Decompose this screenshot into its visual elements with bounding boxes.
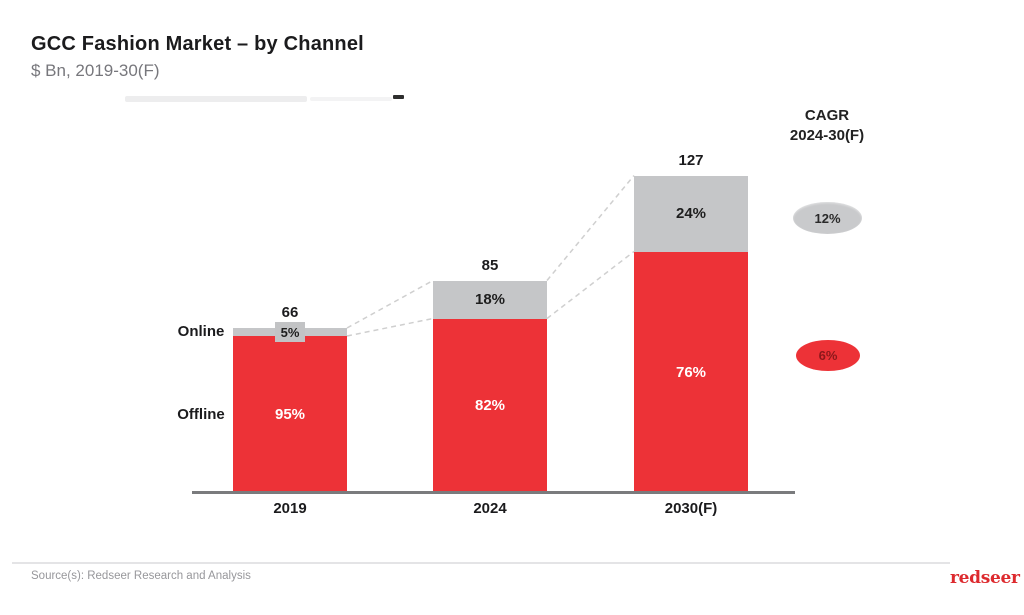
faded-artifact (125, 96, 307, 102)
bar-2030-f-online-share-label: 24% (675, 204, 707, 222)
bar-2019-total-label: 66 (281, 304, 299, 321)
bar-2024-total-label: 85 (481, 256, 499, 274)
bar-2019-online-share-label: 5% (275, 322, 305, 342)
x-axis-line (192, 491, 795, 494)
bar-2024-online-share-label: 18% (474, 290, 506, 308)
x-axis-label-2030-f: 2030(F) (664, 500, 718, 517)
page-subtitle: $ Bn, 2019-30(F) (31, 61, 160, 80)
bar-2030-f-offline-share-label: 76% (675, 363, 707, 381)
bar-2024-offline-share-label: 82% (474, 396, 506, 414)
redseer-logo: redseer (950, 568, 1020, 588)
x-axis-label-2019: 2019 (273, 500, 307, 517)
cagr-offline-bubble: 6% (796, 340, 860, 371)
bar-2030-f-total-label: 127 (678, 151, 704, 169)
dash-artifact (393, 95, 404, 99)
bar-2019-offline-segment (233, 336, 347, 493)
footer-divider (12, 562, 950, 564)
series-label-online: Online (177, 323, 225, 340)
source-note: Source(s): Redseer Research and Analysis (31, 570, 251, 582)
cagr-online-value: 12% (814, 210, 841, 226)
cagr-header: CAGR 2024-30(F) (766, 106, 888, 146)
bar-2024-online-segment (433, 280, 547, 319)
bar-2030-f-online-segment (634, 175, 748, 252)
bar-2030-f-offline-segment (634, 251, 748, 493)
faded-artifact (310, 97, 392, 101)
cagr-online-bubble: 12% (793, 202, 862, 234)
cagr-offline-value: 6% (818, 348, 838, 363)
bar-2019-offline-share-label: 95% (274, 406, 306, 423)
x-axis-label-2024: 2024 (473, 500, 507, 517)
series-label-offline: Offline (177, 406, 225, 423)
cagr-header-line2: 2024-30(F) (789, 127, 865, 144)
page-title: GCC Fashion Market – by Channel (31, 33, 364, 55)
bar-2024-offline-segment (433, 318, 547, 493)
cagr-header-line1: CAGR (804, 107, 850, 124)
